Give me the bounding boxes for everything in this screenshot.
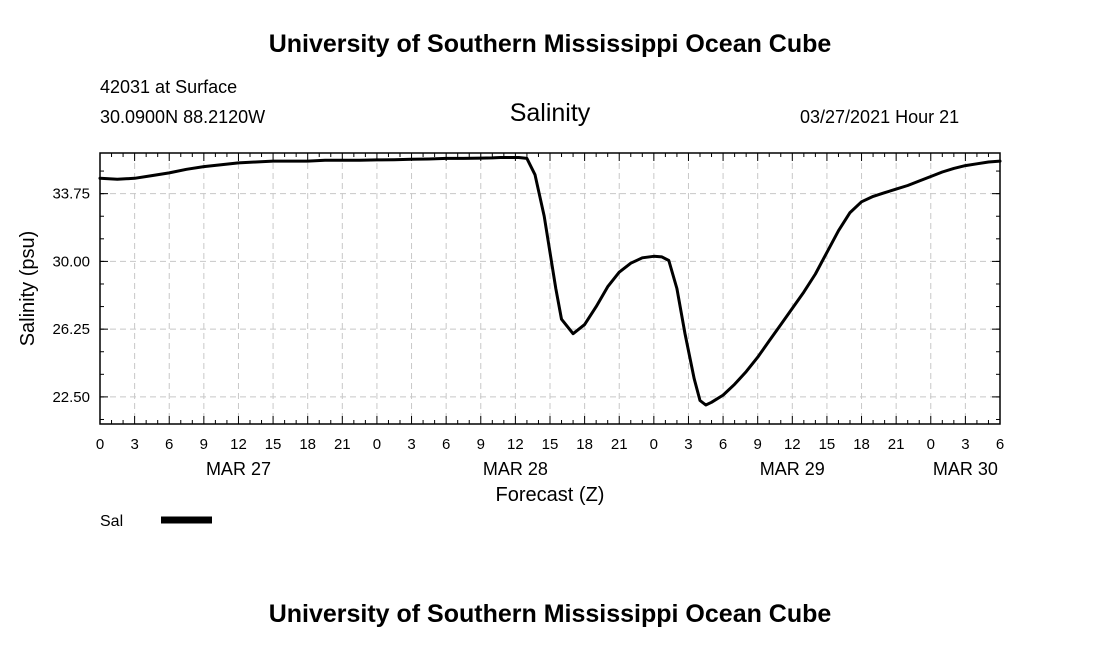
x-tick-label: 15 [819, 436, 836, 453]
page-title: University of Southern Mississippi Ocean… [268, 30, 832, 58]
x-tick-label: 15 [265, 436, 282, 453]
x-tick-label: 21 [334, 436, 351, 453]
y-tick-label: 30.00 [52, 253, 90, 270]
footer-title: University of Southern Mississippi Ocean… [268, 600, 832, 628]
x-tick-label: 12 [784, 436, 801, 453]
x-tick-label: 3 [407, 436, 415, 453]
x-tick-label: 6 [996, 436, 1004, 453]
x-tick-label: 12 [507, 436, 524, 453]
x-tick-label: 0 [927, 436, 935, 453]
x-tick-label: 3 [684, 436, 692, 453]
x-tick-label: 0 [373, 436, 381, 453]
x-tick-label: 9 [200, 436, 208, 453]
x-tick-label: 0 [650, 436, 658, 453]
y-tick-label: 22.50 [52, 389, 90, 406]
coordinates-label: 30.0900N 88.2120W [100, 107, 266, 127]
x-tick-label: 9 [477, 436, 485, 453]
x-tick-label: 21 [611, 436, 628, 453]
x-tick-label: 3 [961, 436, 969, 453]
x-tick-label: 18 [853, 436, 870, 453]
x-tick-label: 18 [299, 436, 316, 453]
date-label: MAR 27 [206, 459, 271, 479]
y-axis-label: Salinity (psu) [17, 231, 39, 347]
date-label: MAR 30 [933, 459, 998, 479]
x-axis-label: Forecast (Z) [496, 484, 605, 506]
x-tick-label: 6 [165, 436, 173, 453]
legend-label: Sal [100, 513, 123, 530]
x-tick-label: 12 [230, 436, 247, 453]
y-tick-label: 26.25 [52, 321, 90, 338]
x-tick-label: 9 [754, 436, 762, 453]
y-tick-label: 33.75 [52, 186, 90, 203]
x-tick-label: 18 [576, 436, 593, 453]
chart-title: Salinity [509, 99, 591, 127]
station-label: 42031 at Surface [100, 77, 238, 97]
salinity-series-line [98, 156, 1002, 407]
x-tick-label: 6 [719, 436, 727, 453]
x-tick-label: 3 [130, 436, 138, 453]
x-tick-label: 0 [96, 436, 104, 453]
datetime-label: 03/27/2021 Hour 21 [800, 107, 960, 127]
x-tick-label: 6 [442, 436, 450, 453]
date-label: MAR 29 [760, 459, 825, 479]
date-label: MAR 28 [483, 459, 548, 479]
x-tick-label: 15 [542, 436, 559, 453]
x-tick-label: 21 [888, 436, 905, 453]
